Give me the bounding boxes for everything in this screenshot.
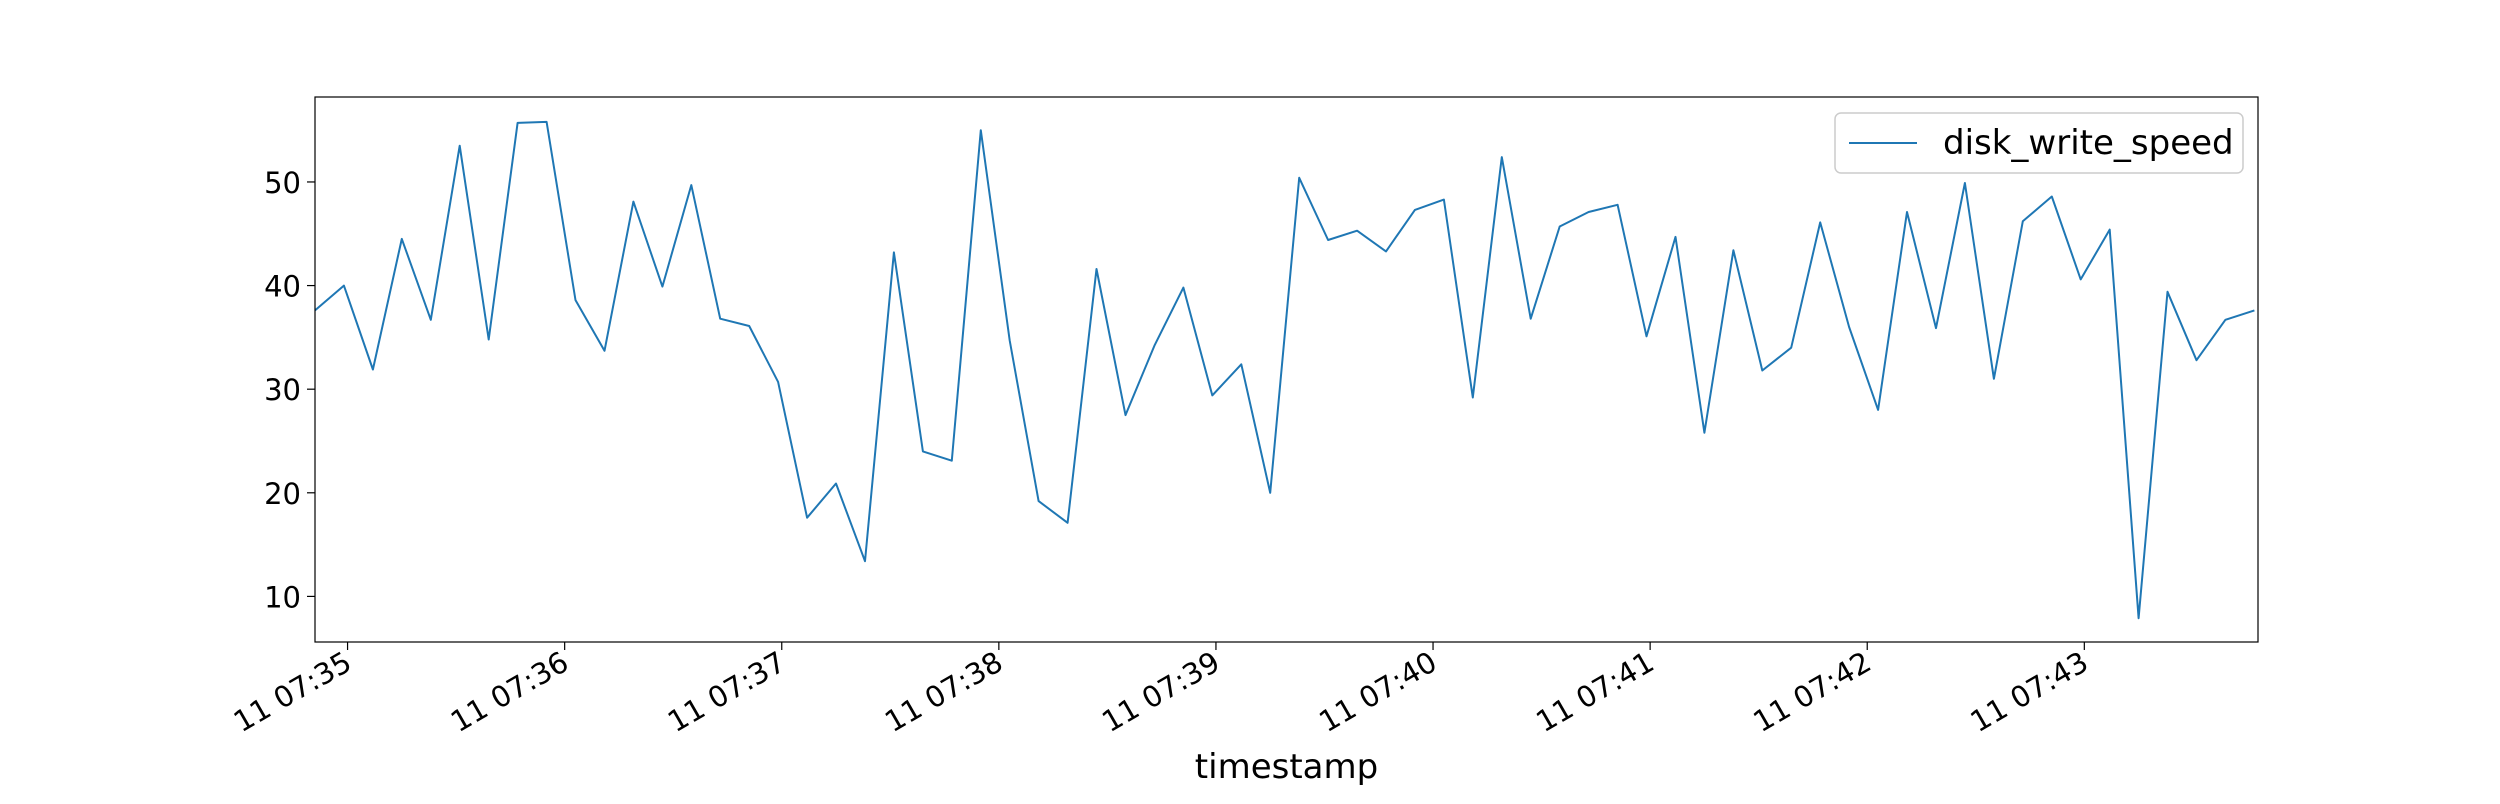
y-tick-label: 30: [264, 373, 301, 407]
y-tick-label: 10: [264, 580, 301, 614]
x-axis-label: timestamp: [1195, 747, 1378, 787]
x-tick-label: 11 07:35: [228, 645, 357, 739]
x-tick-label: 11 07:42: [1747, 645, 1876, 739]
series-layer: [314, 120, 2255, 620]
x-tick-label: 11 07:38: [879, 645, 1008, 739]
plot-area-frame: [314, 96, 2259, 643]
x-tick-label: 11 07:37: [662, 645, 791, 739]
x-tick-label: 11 07:41: [1530, 645, 1659, 739]
x-tick-label: 11 07:36: [445, 645, 574, 739]
y-tick-label: 20: [264, 477, 301, 511]
series-line-disk_write_speed: [314, 120, 2255, 620]
y-tick-label: 40: [264, 270, 301, 304]
legend-label: disk_write_speed: [1943, 123, 2234, 163]
y-tick-label: 50: [264, 166, 301, 200]
legend-box: [1834, 112, 2244, 174]
x-tick-label: 11 07:43: [1964, 645, 2093, 739]
x-tick-label: 11 07:40: [1313, 645, 1442, 739]
legend: disk_write_speed: [1834, 112, 2244, 174]
x-tick-label: 11 07:39: [1096, 645, 1225, 739]
